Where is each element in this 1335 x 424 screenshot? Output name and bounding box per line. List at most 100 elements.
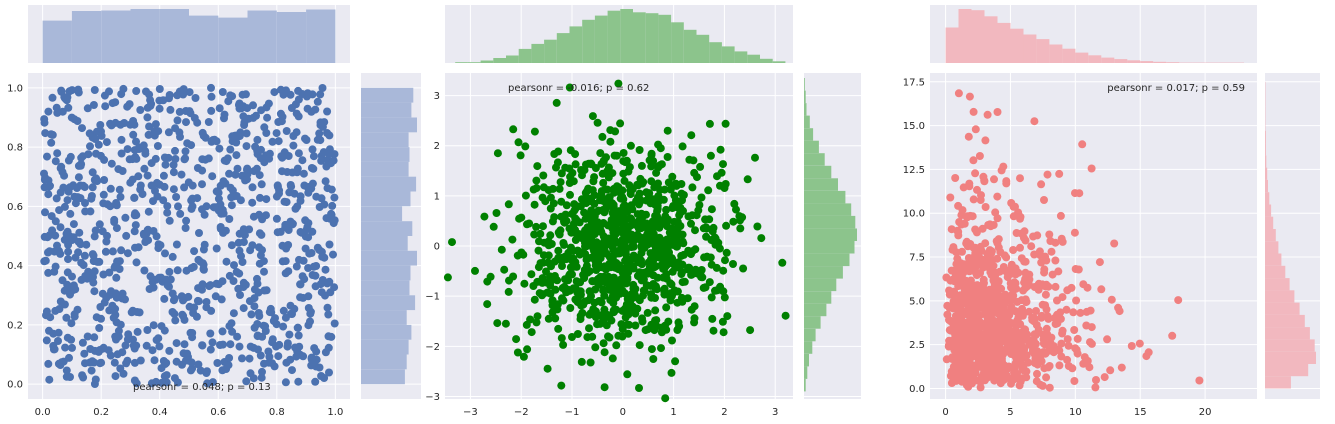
scatter-point [1091,383,1100,392]
scatter-point [951,360,960,368]
scatter-point [949,243,958,252]
scatter-point [1027,336,1036,345]
scatter-point [653,205,662,213]
scatter-point [116,192,125,201]
scatter-point [1058,293,1067,302]
joint-axes: 0 5 10 15 20 0.0 2.5 5.0 7.5 10.0 12.5 15.0 17.5 pear… [903,73,1257,418]
scatter-point [308,179,317,188]
scatter-point [1016,214,1024,223]
scatter-point [558,262,566,270]
marginal-y-bar [361,102,412,118]
scatter-point [1049,348,1058,357]
scatter-point [81,272,90,280]
scatter-point [508,235,517,244]
y-tick-label: 1.0 [7,83,23,94]
scatter-point [134,243,143,252]
scatter-point [678,196,686,205]
scatter-point [63,93,72,102]
scatter-point [136,356,145,365]
scatter-point [630,290,639,299]
scatter-point [981,136,990,145]
scatter-point [226,145,235,154]
scatter-point [566,304,575,312]
scatter-point [527,328,536,337]
scatter-point [182,118,190,127]
y-tick-label: 0.0 [909,384,925,395]
scatter-point [589,177,598,186]
scatter-point [155,96,164,105]
scatter-point [198,280,207,289]
scatter-point [614,79,623,88]
scatter-point [67,319,76,328]
marginal-x-bar [130,9,160,63]
scatter-point [111,310,120,319]
scatter-point [1063,355,1072,364]
y-tick-label: 0 [434,242,440,253]
scatter-point [1022,373,1031,382]
scatter-point [960,352,969,361]
scatter-point [991,325,1000,333]
scatter-point [606,220,615,229]
scatter-point [609,235,618,244]
marginal-x-bar [506,55,519,63]
scatter-point [212,187,221,196]
x-tick-label: 2 [721,407,727,418]
scatter-point [231,170,240,179]
scatter-point [117,135,126,144]
scatter-point [239,112,248,121]
marginal-y-bar [804,378,806,392]
x-tick-label: 15 [1134,407,1147,418]
scatter-point [492,209,501,217]
scatter-point [307,107,316,116]
y-tick-label: 1 [434,191,440,202]
scatter-point [259,321,268,330]
scatter-point [304,188,313,197]
scatter-point [63,333,72,342]
scatter-point [216,223,225,231]
scatter-point [303,223,312,231]
scatter-point [723,312,732,321]
scatter-point [587,236,595,245]
scatter-point [198,180,206,189]
scatter-point [943,310,952,319]
scatter-point [268,335,277,344]
scatter-point [700,253,709,262]
scatter-point [554,147,563,156]
scatter-point [651,242,660,251]
marginal-x-bar [42,20,72,64]
marginal-x-bar [480,60,494,63]
scatter-point [225,215,234,223]
x-tick-label: 10 [1069,407,1082,418]
scatter-point [258,215,267,224]
scatter-point [149,321,158,330]
scatter-point [324,310,333,319]
scatter-point [298,272,307,281]
scatter-point [990,175,998,184]
scatter-point [237,252,245,261]
scatter-point [608,199,617,208]
scatter-point [165,216,174,225]
scatter-point [505,276,513,285]
scatter-point [647,162,656,171]
scatter-point [303,89,312,98]
scatter-point [969,195,978,204]
scatter-point [1016,347,1025,356]
scatter-point [229,309,238,318]
scatter-point [649,271,658,280]
scatter-point [1000,299,1008,308]
marginal-x-bar [276,12,307,63]
scatter-point [527,270,536,279]
scatter-point [1127,342,1136,350]
scatter-point [1085,363,1094,372]
scatter-point [203,379,212,388]
scatter-point [144,236,153,245]
scatter-point [471,266,479,275]
scatter-point [200,210,209,219]
scatter-point [257,106,266,115]
scatter-point [206,281,215,290]
scatter-point [288,366,296,375]
scatter-point [977,246,986,255]
scatter-point [88,357,97,366]
scatter-point [1058,326,1067,335]
scatter-point [1037,258,1046,267]
